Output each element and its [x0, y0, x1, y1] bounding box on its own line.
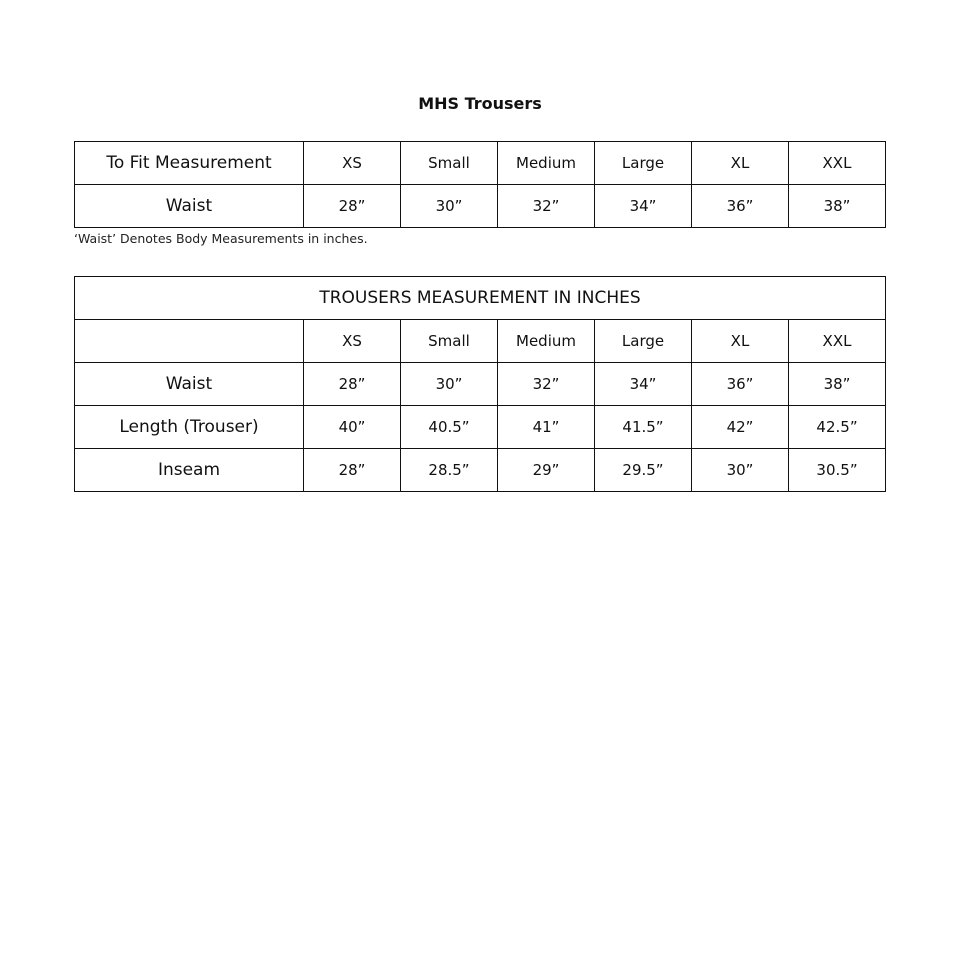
- value-cell: 29”: [497, 448, 595, 492]
- value-cell: 30”: [400, 184, 498, 228]
- row-label-cell: Inseam: [74, 448, 304, 492]
- row-label-cell: Length (Trouser): [74, 405, 304, 449]
- header-row: XS Small Medium Large XL XXL: [74, 319, 887, 363]
- row-label-cell: Waist: [74, 184, 304, 228]
- value-cell: 28”: [303, 448, 401, 492]
- page-title: MHS Trousers: [418, 94, 542, 113]
- row-label-cell: Waist: [74, 362, 304, 406]
- value-cell: 36”: [691, 184, 789, 228]
- size-header-cell: XS: [303, 319, 401, 363]
- size-header-cell: Medium: [497, 319, 595, 363]
- value-cell: 30.5”: [787, 448, 887, 492]
- table-title-row: TROUSERS MEASUREMENT IN INCHES: [73, 276, 887, 320]
- waist-note: ‘Waist’ Denotes Body Measurements in inc…: [74, 231, 368, 246]
- value-cell: 34”: [594, 362, 692, 406]
- header-label-cell: To Fit Measurement: [74, 141, 304, 185]
- table-row: Waist 28” 30” 32” 34” 36” 38”: [74, 362, 887, 406]
- header-label-cell: [74, 319, 304, 363]
- value-cell: 28”: [303, 184, 401, 228]
- table-title: TROUSERS MEASUREMENT IN INCHES: [73, 276, 887, 320]
- size-header-cell: Large: [594, 141, 692, 185]
- size-header-cell: Small: [400, 141, 498, 185]
- value-cell: 28”: [303, 362, 401, 406]
- value-cell: 29.5”: [594, 448, 692, 492]
- size-header-cell: Small: [400, 319, 498, 363]
- size-header-cell: XXL: [788, 141, 886, 185]
- value-cell: 36”: [691, 362, 789, 406]
- value-cell: 32”: [497, 362, 595, 406]
- value-cell: 30”: [691, 448, 789, 492]
- table-row: Waist 28” 30” 32” 34” 36” 38”: [74, 184, 886, 228]
- table-row: Inseam 28” 28.5” 29” 29.5” 30” 30.5”: [74, 448, 887, 492]
- size-header-cell: Medium: [497, 141, 595, 185]
- value-cell: 41.5”: [594, 405, 692, 449]
- value-cell: 42.5”: [787, 405, 887, 449]
- trousers-measurement-table: TROUSERS MEASUREMENT IN INCHES XS Small Me…: [73, 276, 887, 492]
- value-cell: 38”: [788, 184, 886, 228]
- size-header-cell: XL: [691, 141, 789, 185]
- header-row: To Fit Measurement XS Small Medium Large XL XX…: [74, 141, 886, 185]
- value-cell: 32”: [497, 184, 595, 228]
- size-header-cell: XXL: [787, 319, 887, 363]
- value-cell: 41”: [497, 405, 595, 449]
- value-cell: 28.5”: [400, 448, 498, 492]
- table-row: Length (Trouser) 40” 40.5” 41” 41.5” 42” 42.5”: [74, 405, 887, 449]
- fit-measurement-table: To Fit Measurement XS Small Medium Large XL XX…: [74, 141, 886, 228]
- value-cell: 40”: [303, 405, 401, 449]
- value-cell: 40.5”: [400, 405, 498, 449]
- size-header-cell: XS: [303, 141, 401, 185]
- size-header-cell: Large: [594, 319, 692, 363]
- value-cell: 38”: [787, 362, 887, 406]
- value-cell: 34”: [594, 184, 692, 228]
- size-header-cell: XL: [691, 319, 789, 363]
- value-cell: 42”: [691, 405, 789, 449]
- value-cell: 30”: [400, 362, 498, 406]
